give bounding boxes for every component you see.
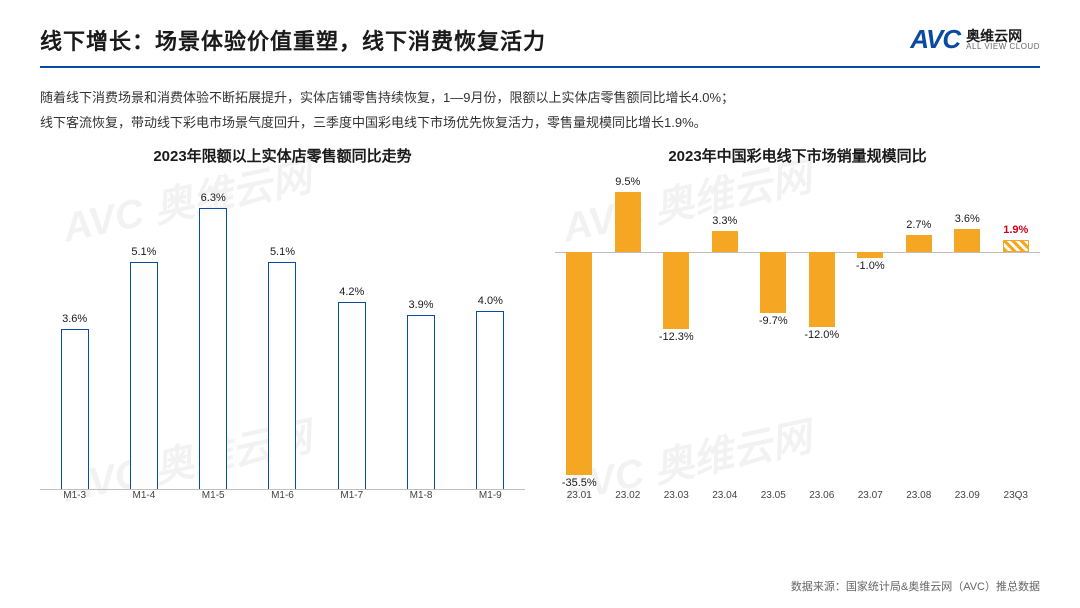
charts-row: 2023年限额以上实体店零售额同比走势 3.6% 5.1% 6.3% 5.1% 4.2%… — [40, 145, 1040, 545]
bar-rect — [809, 252, 835, 327]
chart-right-title: 2023年中国彩电线下市场销量规模同比 — [555, 145, 1040, 166]
bar-rect — [407, 315, 435, 490]
x-tick: 23Q3 — [996, 490, 1036, 501]
bar-rect — [199, 208, 227, 491]
x-tick: 23.01 — [559, 490, 599, 501]
bar-value-label: 9.5% — [606, 176, 650, 188]
bar-rect — [906, 235, 932, 252]
chart-left-plot: 3.6%5.1%6.3%5.1%4.2%3.9%4.0% M1-3M1-4M1-… — [40, 176, 525, 516]
bar-rect — [760, 252, 786, 313]
bar-rect — [1003, 240, 1029, 252]
bar-value-label: 1.9% — [994, 224, 1038, 236]
bar: 3.6% — [55, 313, 95, 490]
x-tick: M1-3 — [55, 490, 95, 501]
bar: 4.2% — [332, 286, 372, 490]
bar-value-label: 4.2% — [339, 286, 364, 298]
x-tick: M1-4 — [124, 490, 164, 501]
x-tick: M1-7 — [332, 490, 372, 501]
chart-left-bars: 3.6% 5.1% 6.3% 5.1% 4.2% 3.9% 4.0% — [40, 176, 525, 490]
header: 线下增长：场景体验价值重塑，线下消费恢复活力 AVC 奥维云网 ALL VIEW… — [40, 24, 1040, 56]
x-tick: 23.04 — [705, 490, 745, 501]
bar-value-label: 2.7% — [897, 219, 941, 231]
slide: AVC 奥维云网 AVC 奥维云网 AVC 奥维云网 AVC 奥维云网 线下增长… — [0, 0, 1080, 608]
bar: 3.9% — [401, 299, 441, 490]
x-tick: 23.03 — [656, 490, 696, 501]
bar-rect — [954, 229, 980, 252]
bar-rect — [338, 302, 366, 490]
bar-value-label: 3.3% — [703, 215, 747, 227]
x-tick: M1-5 — [193, 490, 233, 501]
x-tick: 23.05 — [753, 490, 793, 501]
chart-left-title: 2023年限额以上实体店零售额同比走势 — [40, 145, 525, 166]
bar-rect — [615, 192, 641, 252]
bar-value-label: 4.0% — [478, 295, 503, 307]
bar: 5.1% — [124, 246, 164, 491]
bar-value-label: 6.3% — [201, 192, 226, 204]
x-tick: 23.09 — [947, 490, 987, 501]
x-tick: 23.02 — [608, 490, 648, 501]
chart-right-plot: -35.5% 9.5% -12.3% 3.3% -9.7% -12.0% -1.0% 2.7%… — [555, 176, 1040, 516]
desc-line-2: 线下客流恢复，带动线下彩电市场景气度回升，三季度中国彩电线下市场优先恢复活力，零… — [40, 111, 1040, 136]
desc-line-1: 随着线下消费场景和消费体验不断拓展提升，实体店铺零售持续恢复，1—9月份，限额以… — [40, 86, 1040, 111]
bar-rect — [476, 311, 504, 490]
page-title: 线下增长：场景体验价值重塑，线下消费恢复活力 — [40, 24, 546, 56]
description: 随着线下消费场景和消费体验不断拓展提升，实体店铺零售持续恢复，1—9月份，限额以… — [40, 86, 1040, 135]
bar: 6.3% — [193, 192, 233, 491]
chart-right: 2023年中国彩电线下市场销量规模同比 -35.5% 9.5% -12.3% 3.3%… — [555, 145, 1040, 545]
bar-rect — [268, 262, 296, 491]
bar: 4.0% — [470, 295, 510, 490]
bar-value-label: -12.0% — [800, 329, 844, 341]
bar-value-label: 3.6% — [945, 213, 989, 225]
chart-right-zero-axis — [555, 252, 1040, 253]
footer-source: 数据来源：国家统计局&奥维云网（AVC）推总数据 — [791, 578, 1040, 594]
chart-left: 2023年限额以上实体店零售额同比走势 3.6% 5.1% 6.3% 5.1% 4.2%… — [40, 145, 525, 545]
bar-value-label: -9.7% — [751, 315, 795, 327]
bar-value-label: 5.1% — [270, 246, 295, 258]
bar-rect — [712, 231, 738, 252]
logo-mark: AVC — [910, 24, 960, 55]
bar-rect — [663, 252, 689, 329]
bar-value-label: -1.0% — [848, 260, 892, 272]
bar-rect — [130, 262, 158, 491]
logo-en: ALL VIEW CLOUD — [966, 43, 1040, 51]
bar-rect — [857, 252, 883, 258]
bar: 5.1% — [262, 246, 302, 491]
bar-value-label: -35.5% — [557, 477, 601, 489]
bar-value-label: 5.1% — [131, 246, 156, 258]
x-tick: M1-8 — [401, 490, 441, 501]
logo: AVC 奥维云网 ALL VIEW CLOUD — [910, 24, 1040, 55]
x-tick: M1-9 — [470, 490, 510, 501]
divider — [40, 66, 1040, 68]
chart-left-xaxis: M1-3 M1-4 M1-5 M1-6 M1-7 M1-8 M1-9 — [40, 490, 525, 516]
bar-rect — [61, 329, 89, 490]
logo-cn: 奥维云网 — [966, 29, 1040, 43]
x-tick: M1-6 — [262, 490, 302, 501]
x-tick: 23.07 — [850, 490, 890, 501]
bar-value-label: 3.9% — [409, 299, 434, 311]
bar-value-label: 3.6% — [62, 313, 87, 325]
x-tick: 23.06 — [802, 490, 842, 501]
bar-rect — [566, 252, 592, 475]
bar-value-label: -12.3% — [654, 331, 698, 343]
chart-right-bars: -35.5% 9.5% -12.3% 3.3% -9.7% -12.0% -1.0% 2.7%… — [555, 176, 1040, 490]
chart-right-xaxis: 23.01 23.02 23.03 23.04 23.05 23.06 23.07 23.08… — [555, 490, 1040, 516]
x-tick: 23.08 — [899, 490, 939, 501]
